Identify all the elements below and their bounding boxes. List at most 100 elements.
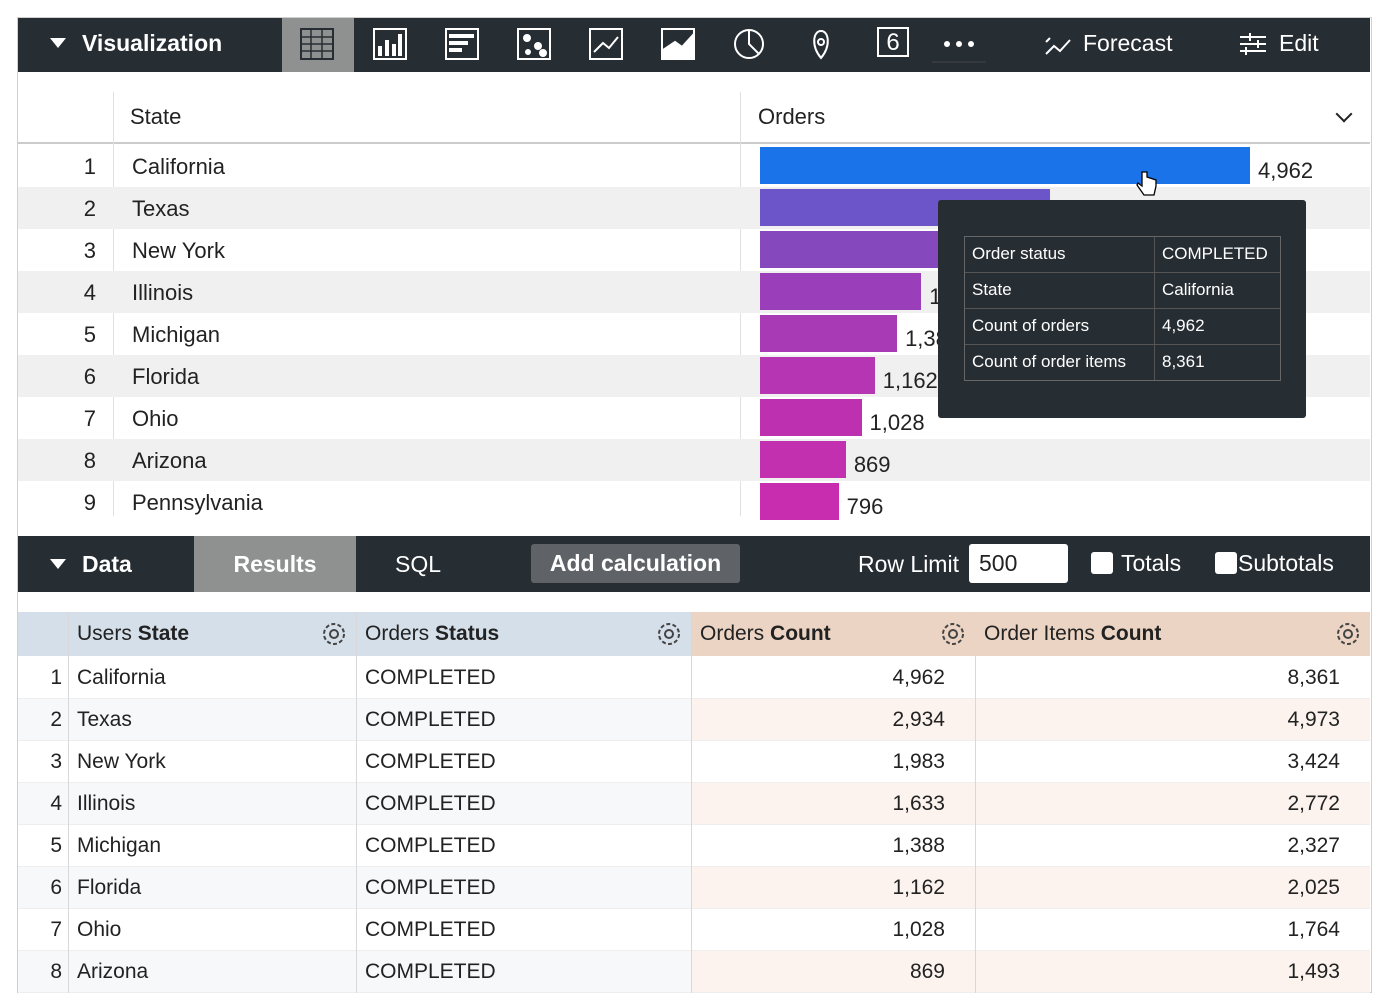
bar-label: 4,962 xyxy=(1258,158,1313,184)
col-divider xyxy=(68,612,69,993)
column-header[interactable]: Orders Count xyxy=(700,622,831,646)
gear[interactable] xyxy=(320,620,348,648)
row-index: 2 xyxy=(18,708,62,732)
gear[interactable] xyxy=(655,620,683,648)
column-header[interactable]: Users State xyxy=(77,622,189,646)
gear-icon[interactable] xyxy=(655,620,683,648)
rank: 4 xyxy=(40,280,96,306)
bar-label: 1,162 xyxy=(883,368,938,394)
tooltip-value: 8,361 xyxy=(1162,352,1205,372)
subtotals-label[interactable]: Subtotals xyxy=(1238,550,1334,577)
bar-label: 869 xyxy=(854,452,891,478)
tooltip-key: Order status xyxy=(972,244,1066,264)
cell: 1,493 xyxy=(975,960,1340,984)
collapse-triangle[interactable] xyxy=(50,559,66,569)
state: Ohio xyxy=(132,406,178,432)
cell: California xyxy=(77,666,166,690)
tooltip-key: Count of order items xyxy=(972,352,1126,372)
tooltip-key: Count of orders xyxy=(972,316,1089,336)
results-tab[interactable]: Results xyxy=(194,536,356,592)
sql-tab[interactable]: SQL xyxy=(356,536,480,592)
row-index: 1 xyxy=(18,666,62,690)
hand-cursor xyxy=(1136,170,1158,198)
field-name: Count xyxy=(770,622,831,645)
bar xyxy=(760,357,875,394)
bar xyxy=(760,441,846,478)
tooltip-value: COMPLETED xyxy=(1162,244,1268,264)
cell: 4,973 xyxy=(975,708,1340,732)
gear-icon[interactable] xyxy=(1334,620,1362,648)
view-name: Order Items xyxy=(984,622,1095,645)
cell: 1,162 xyxy=(691,876,945,900)
bar-label: 1,028 xyxy=(870,410,925,436)
col-divider xyxy=(691,612,692,993)
row-limit-label: Row Limit xyxy=(858,551,959,578)
cell: 4,962 xyxy=(691,666,945,690)
gear[interactable] xyxy=(1334,620,1362,648)
state: Arizona xyxy=(132,448,207,474)
subtotals-checkbox[interactable] xyxy=(1215,552,1237,574)
viz-header: State xyxy=(130,104,181,130)
row-index: 6 xyxy=(18,876,62,900)
bar xyxy=(760,399,862,436)
tooltip-col-line xyxy=(1154,237,1155,380)
bar xyxy=(760,273,921,310)
state: Texas xyxy=(132,196,189,222)
cell: 2,327 xyxy=(975,834,1340,858)
viz-header-line xyxy=(18,142,1370,144)
cell: Illinois xyxy=(77,792,135,816)
totals-label[interactable]: Totals xyxy=(1121,550,1181,577)
cursor xyxy=(1136,170,1158,198)
cell: 1,388 xyxy=(691,834,945,858)
cell: Arizona xyxy=(77,960,148,984)
cell: COMPLETED xyxy=(365,834,496,858)
row-index: 7 xyxy=(18,918,62,942)
row-band xyxy=(18,439,1370,481)
rank: 7 xyxy=(40,406,96,432)
col-divider xyxy=(356,612,357,993)
state: Florida xyxy=(132,364,199,390)
column-header[interactable]: Orders Status xyxy=(365,622,499,646)
tooltip-row-line xyxy=(965,344,1280,345)
data-title[interactable]: Data xyxy=(82,551,132,578)
cell: Texas xyxy=(77,708,132,732)
row-line xyxy=(18,992,1370,993)
bar-label: 796 xyxy=(847,494,884,520)
tooltip-value: 4,962 xyxy=(1162,316,1205,336)
bar xyxy=(760,315,897,352)
bar xyxy=(760,147,1250,184)
row-limit-input[interactable]: 500 xyxy=(969,544,1068,583)
state: Michigan xyxy=(132,322,220,348)
cell: 1,764 xyxy=(975,918,1340,942)
tooltip-row-line xyxy=(965,272,1280,273)
tooltip-value: California xyxy=(1162,280,1234,300)
rank: 1 xyxy=(40,154,96,180)
cell: COMPLETED xyxy=(365,792,496,816)
column-header[interactable]: Order Items Count xyxy=(984,622,1161,646)
cell: Ohio xyxy=(77,918,121,942)
rank: 9 xyxy=(40,490,96,516)
gear-icon[interactable] xyxy=(939,620,967,648)
cell: COMPLETED xyxy=(365,876,496,900)
gear-icon[interactable] xyxy=(320,620,348,648)
field-name: State xyxy=(138,622,189,645)
add-calculation-button[interactable]: Add calculation xyxy=(531,544,740,583)
bar xyxy=(760,483,839,520)
col-divider xyxy=(975,612,976,993)
gear[interactable] xyxy=(939,620,967,648)
view-name: Users xyxy=(77,622,132,645)
rank: 8 xyxy=(40,448,96,474)
row-index: 3 xyxy=(18,750,62,774)
tooltip-key: State xyxy=(972,280,1012,300)
rank: 2 xyxy=(40,196,96,222)
state: Pennsylvania xyxy=(132,490,263,516)
cell: New York xyxy=(77,750,166,774)
cell: COMPLETED xyxy=(365,960,496,984)
view-name: Orders xyxy=(700,622,764,645)
totals-checkbox[interactable] xyxy=(1091,552,1113,574)
row-index: 8 xyxy=(18,960,62,984)
cell: COMPLETED xyxy=(365,666,496,690)
cell: Florida xyxy=(77,876,141,900)
cell: Michigan xyxy=(77,834,161,858)
